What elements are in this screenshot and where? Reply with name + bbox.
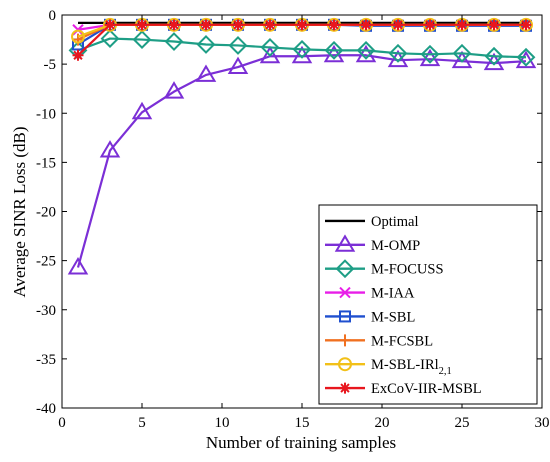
data-point [291,45,313,64]
data-point [168,19,180,31]
legend-entry: M-FCSBL [325,333,433,349]
legend-label: M-OMP [371,238,420,254]
legend-entry: ExCoV-IIR-MSBL [325,381,482,397]
data-point [163,81,185,99]
data-point [483,52,505,71]
data-point [67,257,89,275]
data-point [424,19,436,31]
y-tick-label: -15 [36,155,56,171]
legend-entry: M-FOCUSS [325,259,444,279]
series-excov-iir-msbl [72,19,532,61]
legend-label: M-FCSBL [371,333,433,349]
y-tick-label: -5 [44,57,57,73]
x-tick-label: 5 [138,415,146,431]
data-point [104,19,116,31]
legend-label-main: ExCoV-IIR-MSBL [371,381,482,397]
legend-marker [339,310,351,323]
data-point [292,39,312,59]
x-tick-label: 0 [58,415,66,431]
data-point [328,19,340,31]
legend-label: M-SBL-IRl2,1 [371,357,452,377]
x-axis-label: Number of training samples [206,433,396,452]
x-tick-label: 15 [295,415,310,431]
legend-label: M-FOCUSS [371,262,444,278]
data-point [228,36,248,55]
legend-marker [339,334,351,347]
legend-label-subscript: 2,1 [439,366,452,377]
data-point [296,19,308,31]
x-tick-label: 25 [455,415,470,431]
data-point [324,40,344,60]
y-tick-label: -35 [36,352,56,368]
legend-entry: M-IAA [325,286,415,302]
y-axis-label: Average SINR Loss (dB) [10,126,29,297]
legend-label: M-SBL [371,309,415,325]
legend-label-main: M-FCSBL [371,333,433,349]
data-point [196,35,216,54]
data-point [356,40,376,60]
data-point [264,19,276,31]
x-tick-label: 10 [215,415,230,431]
y-tick-label: -40 [36,401,56,417]
y-tick-label: 0 [49,8,57,24]
y-tick-label: -10 [36,106,56,122]
data-point [420,44,440,64]
legend-box [318,204,538,405]
data-point [164,32,184,51]
data-point [136,19,148,31]
data-point [132,30,152,49]
y-tick-label: -25 [36,254,56,270]
data-point [388,43,408,63]
series-line [77,37,527,59]
data-point [100,29,120,48]
y-tick-label: -20 [36,205,56,221]
data-point [195,64,217,82]
data-point [516,47,536,67]
legend-marker [339,382,351,394]
legend-label: ExCoV-IIR-MSBL [371,381,482,397]
data-point [360,19,372,31]
axes-layer: 0 5 10 15 20 25 30 -40 -35 -30 -25 -20 -15 -10 -5 0 [36,8,550,431]
data-point [131,101,153,120]
data-point [387,49,409,68]
data-point [484,46,504,66]
legend-marker [339,286,351,299]
data-point [72,49,84,61]
data-point [259,45,281,64]
legend-entry: M-OMP [325,234,420,254]
data-point [520,19,532,31]
data-point [456,19,468,31]
x-tick-label: 20 [375,415,390,431]
legend-label: M-IAA [371,286,415,302]
data-point [392,19,404,31]
legend-label: Optimal [371,214,419,230]
data-point [451,50,473,69]
legend-label-main: M-SBL-IRl [371,357,439,373]
legend-label-main: M-SBL [371,309,415,325]
legend-label-main: Optimal [371,214,419,230]
legend-entry: M-SBL [325,309,415,325]
legend: Optimal M-OMP M-FOCUSS M-IAA M-SBL M-FCSBL M-S… [318,204,538,405]
legend-marker [338,357,352,372]
legend-label-main: M-IAA [371,286,415,302]
legend-marker [335,259,355,279]
series-layer [67,17,537,275]
legend-entry: M-SBL-IRl2,1 [325,357,452,377]
data-point [200,19,212,31]
legend-entry: Optimal [325,214,419,230]
data-point [227,56,249,75]
legend-label-main: M-FOCUSS [371,262,444,278]
legend-label-main: M-OMP [371,238,420,254]
legend-marker [334,234,356,252]
data-point [232,19,244,31]
x-tick-label: 30 [535,415,550,431]
data-point [71,29,85,44]
data-point [99,140,121,158]
data-point [260,38,280,57]
y-tick-label: -30 [36,303,56,319]
data-point [452,43,472,63]
data-point [488,19,500,31]
